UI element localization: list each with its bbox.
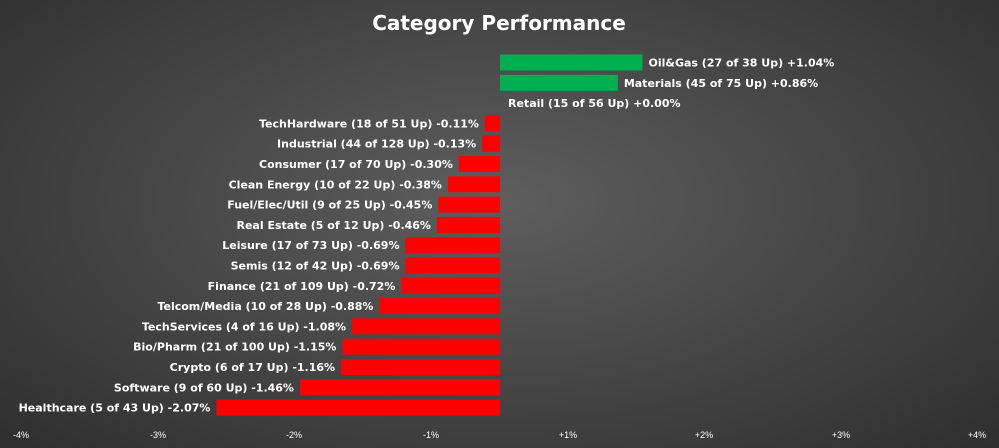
x-tick-label: -3% — [150, 430, 166, 440]
bar-label-healthcare: Healthcare (5 of 43 Up) -2.07% — [19, 402, 211, 415]
bar-semis — [405, 257, 500, 274]
bar-label-finance: Finance (21 of 109 Up) -0.72% — [208, 280, 396, 293]
bar-finance — [401, 277, 500, 294]
bar-materials — [500, 74, 618, 91]
bar-bio-pharm — [342, 338, 500, 355]
bar-label-leisure: Leisure (17 of 73 Up) -0.69% — [222, 239, 399, 252]
bar-label-telcom-media: Telcom/Media (10 of 28 Up) -0.88% — [157, 300, 373, 313]
x-tick-label: -2% — [286, 430, 302, 440]
x-tick-label: +3% — [832, 430, 850, 440]
bar-label-crypto: Crypto (6 of 17 Up) -1.16% — [170, 361, 335, 374]
bar-real-estate — [436, 216, 500, 233]
bar-fuel-elec-util — [438, 196, 500, 213]
bar-label-oil-gas: Oil&Gas (27 of 38 Up) +1.04% — [648, 57, 834, 70]
bar-label-bio-pharm: Bio/Pharm (21 of 100 Up) -1.15% — [133, 341, 336, 354]
x-tick-label: +2% — [695, 430, 713, 440]
bar-techhardware — [484, 115, 500, 132]
chart-title: Category Performance — [372, 11, 626, 35]
bar-label-consumer: Consumer (17 of 70 Up) -0.30% — [259, 158, 453, 171]
bar-label-semis: Semis (12 of 42 Up) -0.69% — [231, 260, 400, 273]
x-tick-label: -1% — [423, 430, 439, 440]
x-tick-label: -4% — [13, 430, 29, 440]
bar-techservices — [352, 318, 500, 335]
bar-leisure — [405, 237, 500, 254]
bar-healthcare — [216, 399, 500, 416]
bar-oil-gas — [500, 54, 643, 71]
bar-label-fuel-elec-util: Fuel/Elec/Util (9 of 25 Up) -0.45% — [227, 199, 432, 212]
bar-software — [299, 379, 500, 396]
bar-labels-group: Oil&Gas (27 of 38 Up) +1.04% Materials (4… — [19, 57, 835, 415]
bar-label-software: Software (9 of 60 Up) -1.46% — [114, 381, 294, 394]
bar-label-techservices: TechServices (4 of 16 Up) -1.08% — [142, 320, 346, 333]
x-tick-label: +4% — [968, 430, 986, 440]
x-tick-label: +1% — [559, 430, 577, 440]
bar-label-clean-energy: Clean Energy (10 of 22 Up) -0.38% — [229, 178, 442, 191]
bar-label-retail: Retail (15 of 56 Up) +0.00% — [508, 97, 681, 110]
bar-clean-energy — [447, 176, 500, 193]
x-axis-ticks: -4% -3% -2% -1% +1% +2% +3% +4% — [13, 430, 986, 440]
bar-consumer — [458, 156, 500, 172]
bar-industrial — [482, 135, 500, 152]
bar-label-materials: Materials (45 of 75 Up) +0.86% — [624, 77, 818, 90]
bar-label-industrial: Industrial (44 of 128 Up) -0.13% — [277, 138, 476, 151]
bar-telcom-media — [379, 298, 500, 315]
bars-group — [216, 54, 643, 416]
bar-label-techhardware: TechHardware (18 of 51 Up) -0.11% — [259, 117, 479, 130]
bar-crypto — [341, 359, 500, 375]
bar-label-real-estate: Real Estate (5 of 12 Up) -0.46% — [237, 219, 431, 232]
